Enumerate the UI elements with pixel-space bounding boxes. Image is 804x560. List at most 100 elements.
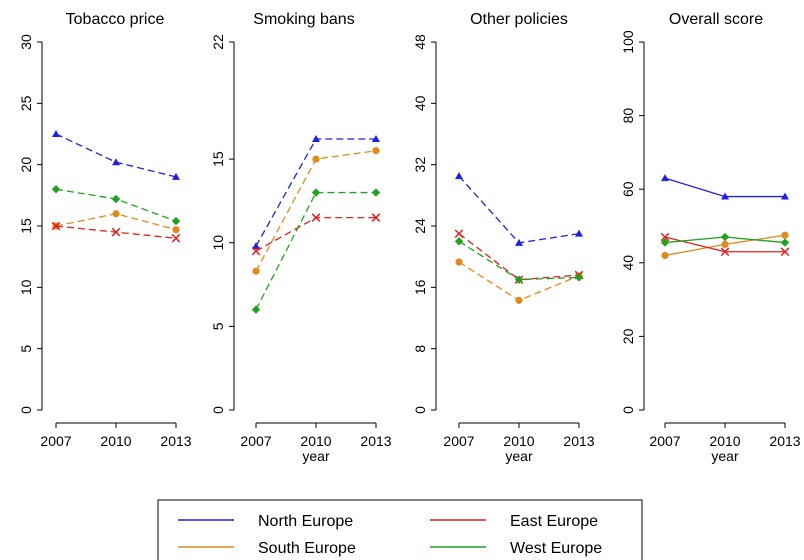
data-point <box>51 221 61 231</box>
data-point <box>51 185 61 194</box>
panel-title: Tobacco price <box>66 11 165 28</box>
data-point <box>111 194 121 204</box>
series-line <box>255 216 376 252</box>
data-point <box>781 231 789 239</box>
series-south-europe <box>661 231 789 260</box>
panel-title: Overall score <box>669 11 763 28</box>
data-point <box>371 188 381 197</box>
series-line <box>255 191 376 310</box>
x-tick-label: 2007 <box>649 433 680 449</box>
y-tick-label: 10 <box>210 235 226 251</box>
x-tick-label: 2010 <box>100 433 131 449</box>
x-tick-label: 2007 <box>443 433 474 449</box>
data-point <box>52 130 60 137</box>
panel-overall-score: Overall score 0 20 40 60 80 100 2007 2010 2013 yea… <box>620 11 801 464</box>
y-tick-label: 22 <box>210 34 226 50</box>
y-tick-label: 0 <box>210 406 226 414</box>
data-point <box>780 238 790 247</box>
legend: North Europe East Europe South Europe West … <box>157 499 643 560</box>
data-point <box>720 232 730 242</box>
y-tick-label: 0 <box>620 406 636 414</box>
series-north-europe <box>661 174 789 200</box>
legend-frame <box>157 499 643 560</box>
x-tick-label: 2013 <box>563 433 594 449</box>
data-point <box>514 275 524 284</box>
y-tick-label: 25 <box>18 95 34 111</box>
y-tick-label: 40 <box>620 255 636 271</box>
data-point <box>574 273 584 282</box>
series-north-europe <box>252 135 380 250</box>
y-tick-label: 0 <box>412 406 428 414</box>
data-point <box>515 296 523 304</box>
series-west-europe <box>660 232 790 247</box>
series-east-europe <box>660 232 790 257</box>
data-point <box>661 251 669 260</box>
data-point <box>660 232 670 242</box>
x-tick-label: 2013 <box>769 433 800 449</box>
data-point <box>371 213 381 222</box>
x-tick-label: 2010 <box>503 433 534 449</box>
x-axis-label: year <box>711 448 739 464</box>
series-line <box>255 150 377 272</box>
data-point <box>455 172 463 180</box>
chart-panels: Tobacco price 0 5 10 15 20 25 30 2007 2010 2013 Smo… <box>18 11 801 464</box>
legend-item-north-europe: North Europe <box>178 513 353 530</box>
y-tick-label: 15 <box>18 218 34 234</box>
x-tick-label: 2007 <box>40 433 71 449</box>
y-tick-label: 30 <box>18 34 34 50</box>
data-point <box>172 172 180 180</box>
y-tick-label: 5 <box>18 345 34 353</box>
y-tick-label: 5 <box>210 322 226 330</box>
y-tick-label: 80 <box>620 108 636 124</box>
series-south-europe <box>252 147 380 275</box>
y-tick-label: 40 <box>412 95 428 111</box>
data-point <box>251 246 261 256</box>
data-point <box>251 305 261 314</box>
series-south-europe <box>52 210 180 234</box>
panel-title: Smoking bans <box>253 11 354 28</box>
legend-item-west-europe: West Europe <box>430 540 602 557</box>
y-tick-label: 20 <box>18 157 34 173</box>
legend-item-south-europe: South Europe <box>178 540 356 557</box>
data-point <box>311 188 321 197</box>
data-point <box>312 135 320 143</box>
x-tick-label: 2007 <box>240 433 271 449</box>
data-point <box>172 226 180 234</box>
panel-smoking-bans: Smoking bans 0 5 10 15 22 2007 2010 2013 year <box>210 11 392 464</box>
y-tick-label: 0 <box>18 406 34 414</box>
data-point <box>454 229 464 238</box>
x-tick-label: 2010 <box>300 433 331 449</box>
series-line <box>458 233 580 281</box>
series-line <box>55 133 177 178</box>
series-west-europe <box>454 237 584 284</box>
series-west-europe <box>51 185 181 226</box>
y-tick-label: 8 <box>412 345 428 353</box>
x-axis-label: year <box>302 448 330 464</box>
data-point <box>311 213 321 222</box>
series-east-europe <box>454 229 584 284</box>
data-point <box>312 155 320 163</box>
x-tick-label: 2010 <box>709 433 740 449</box>
data-point <box>171 216 181 226</box>
data-point <box>112 158 120 166</box>
y-tick-label: 48 <box>412 34 428 50</box>
data-point <box>171 233 181 243</box>
data-point <box>112 210 120 218</box>
series-west-europe <box>251 188 381 314</box>
data-point <box>660 238 670 247</box>
data-point <box>780 247 790 257</box>
x-tick-label: 2013 <box>360 433 391 449</box>
data-point <box>455 258 463 266</box>
legend-item-east-europe: East Europe <box>430 513 598 530</box>
panel-title: Other policies <box>470 11 568 28</box>
data-point <box>372 135 380 143</box>
panel-other-policies: Other policies 0 8 16 24 32 40 48 2007 2010 2013 ye… <box>412 11 595 464</box>
y-tick-label: 32 <box>412 157 428 173</box>
x-axis-label: year <box>505 448 533 464</box>
data-point <box>372 147 380 155</box>
y-tick-label: 60 <box>620 181 636 197</box>
panel-tobacco-price: Tobacco price 0 5 10 15 20 25 30 2007 2010 2013 <box>18 11 192 449</box>
legend-label: West Europe <box>510 540 602 557</box>
x-tick-label: 2013 <box>160 433 191 449</box>
